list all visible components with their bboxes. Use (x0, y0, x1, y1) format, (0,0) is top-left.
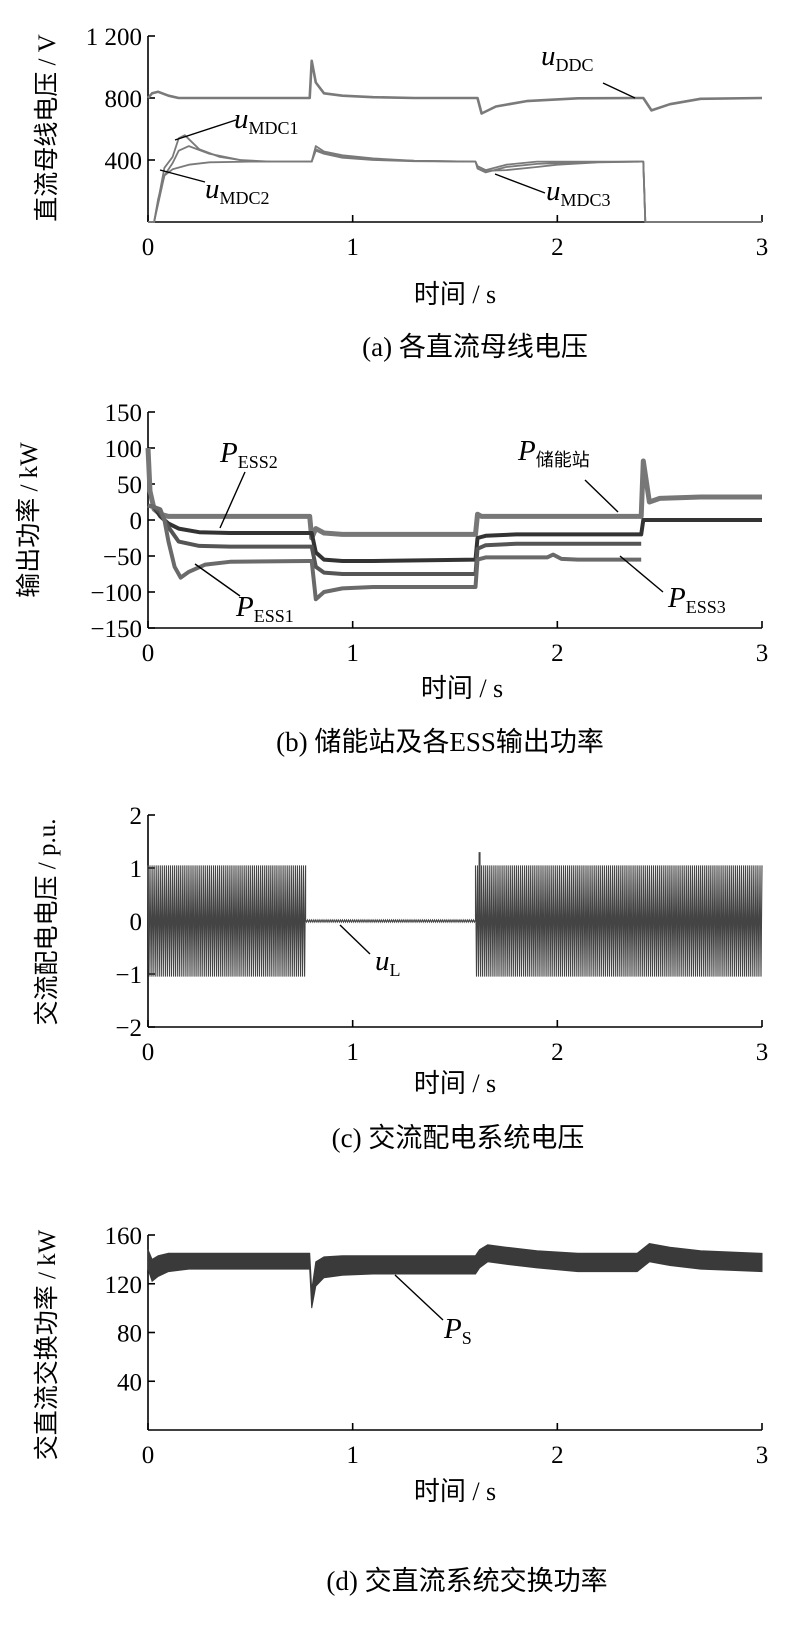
panel-b-x-label: 时间 / s (421, 674, 503, 703)
y-tick-label: 1 200 (86, 24, 142, 51)
pointer-PS (394, 1274, 444, 1321)
pointer-PESS2 (219, 471, 246, 529)
y-tick-label: 800 (105, 86, 143, 113)
y-tick-label: 100 (105, 436, 143, 463)
series-PESS2 (147, 503, 762, 563)
label-PS: PS (443, 1313, 472, 1348)
y-tick-label: 2 (130, 803, 143, 830)
x-tick-label: 3 (756, 640, 769, 667)
series-uL (147, 865, 763, 977)
y-tick-label: 150 (105, 400, 143, 427)
y-tick-label: 1 (130, 856, 143, 883)
panel-a-annotations: uDDC uMDC1 uMDC2 uMDC3 (159, 40, 636, 210)
x-tick-label: 3 (756, 1039, 769, 1066)
y-tick-label: 40 (117, 1369, 142, 1396)
series-uMDC2 (148, 145, 762, 223)
panel-d-x-label: 时间 / s (414, 1477, 496, 1506)
x-tick-label: 3 (756, 1442, 769, 1469)
label-uDDC: uDDC (541, 40, 594, 75)
panel-a-voltage-chart: 0 1 2 3 400 800 1 200 uDDC uMDC1 uMDC2 uMDC3 时… (33, 24, 768, 362)
panel-d-caption: (d) 交直流系统交换功率 (326, 1566, 607, 1596)
y-tick-label: 0 (130, 508, 143, 535)
y-tick-label: −1 (115, 962, 142, 989)
label-P-station: P储能站 (517, 435, 590, 470)
panel-d-y-label: 交直流交换功率 / kW (33, 1229, 61, 1460)
label-PESS1: PESS1 (235, 591, 294, 626)
panel-b-plot-area: 0 1 2 3 −150 −100 −50 0 50 100 150 (90, 400, 768, 667)
series-uMDC1 (148, 134, 762, 223)
panel-b-annotations: PESS2 P储能站 PESS1 PESS3 (194, 435, 726, 626)
pointer-PESS3 (619, 555, 664, 593)
series-PESS1 (147, 503, 642, 602)
pointer-uL (339, 924, 371, 955)
x-tick-label: 1 (346, 1039, 359, 1066)
y-tick-label: 50 (117, 472, 142, 499)
pointer-uMDC1 (174, 119, 237, 141)
y-tick-label: 0 (130, 909, 143, 936)
panel-a-x-label: 时间 / s (414, 280, 496, 309)
x-tick-label: 2 (551, 1039, 564, 1066)
panel-d-annotations: PS (394, 1274, 472, 1348)
x-tick-label: 2 (551, 1442, 564, 1469)
series-P储能站 (145, 447, 762, 541)
x-tick-label: 0 (142, 1442, 155, 1469)
x-tick-label: 1 (346, 640, 359, 667)
pointer-uMDC3 (494, 173, 546, 194)
pointer-PESS1 (194, 563, 241, 597)
panel-a-caption: (a) 各直流母线电压 (362, 332, 588, 362)
y-tick-label: 120 (105, 1272, 143, 1299)
y-tick-label: −100 (90, 580, 142, 607)
x-tick-label: 2 (551, 234, 564, 261)
series-PS (147, 1242, 763, 1309)
x-tick-label: 2 (551, 640, 564, 667)
panel-a-y-label: 直流母线电压 / V (33, 34, 61, 222)
y-tick-label: −2 (115, 1015, 142, 1042)
y-tick-label: 80 (117, 1321, 142, 1348)
label-PESS2: PESS2 (219, 437, 278, 472)
x-tick-label: 0 (142, 1039, 155, 1066)
y-tick-label: −50 (103, 544, 142, 571)
pointer-uDDC (602, 82, 636, 99)
series-uMDC3 (148, 149, 762, 223)
label-uMDC1: uMDC1 (234, 103, 299, 138)
panel-a-plot-area: 0 1 2 3 400 800 1 200 (86, 24, 769, 261)
y-tick-label: 160 (105, 1223, 143, 1250)
x-tick-label: 1 (346, 1442, 359, 1469)
panel-d-plot-area: 0 1 2 3 40 80 120 160 (105, 1223, 769, 1469)
panel-c-ac-voltage-chart: 0 1 2 3 −2 −1 0 1 2 uL 时间 / s (c) 交流配电系统电压 交流配电电… (33, 803, 768, 1153)
panel-c-caption: (c) 交流配电系统电压 (332, 1123, 585, 1153)
pointer-P-station (584, 479, 619, 513)
y-tick-label: 400 (105, 148, 143, 175)
x-tick-label: 3 (756, 234, 769, 261)
panel-c-y-label: 交流配电电压 / p.u. (33, 819, 61, 1026)
series-uDDC (147, 59, 763, 115)
x-tick-label: 1 (346, 234, 359, 261)
label-uMDC3: uMDC3 (546, 175, 611, 210)
x-tick-label: 0 (142, 640, 155, 667)
panel-c-annotations: uL (339, 924, 401, 980)
y-tick-label: −150 (90, 616, 142, 643)
pointer-uMDC2 (159, 169, 206, 183)
label-uMDC2: uMDC2 (205, 173, 270, 208)
label-uL: uL (375, 945, 401, 980)
panel-c-x-label: 时间 / s (414, 1069, 496, 1098)
label-PESS3: PESS3 (667, 582, 726, 617)
panel-c-plot-area: 0 1 2 3 −2 −1 0 1 2 (115, 803, 768, 1066)
panel-b-caption: (b) 储能站及各ESS输出功率 (276, 727, 604, 757)
panel-b-y-label: 输出功率 / kW (15, 442, 43, 598)
x-tick-label: 0 (142, 234, 155, 261)
panel-d-exchange-power-chart: 0 1 2 3 40 80 120 160 PS 时间 / s (d) 交直流系统交换功率 交… (33, 1223, 768, 1596)
series-PESS3 (147, 503, 642, 576)
panel-b-power-chart: 0 1 2 3 −150 −100 −50 0 50 100 150 PESS2 P储能站 PESS… (15, 400, 768, 757)
